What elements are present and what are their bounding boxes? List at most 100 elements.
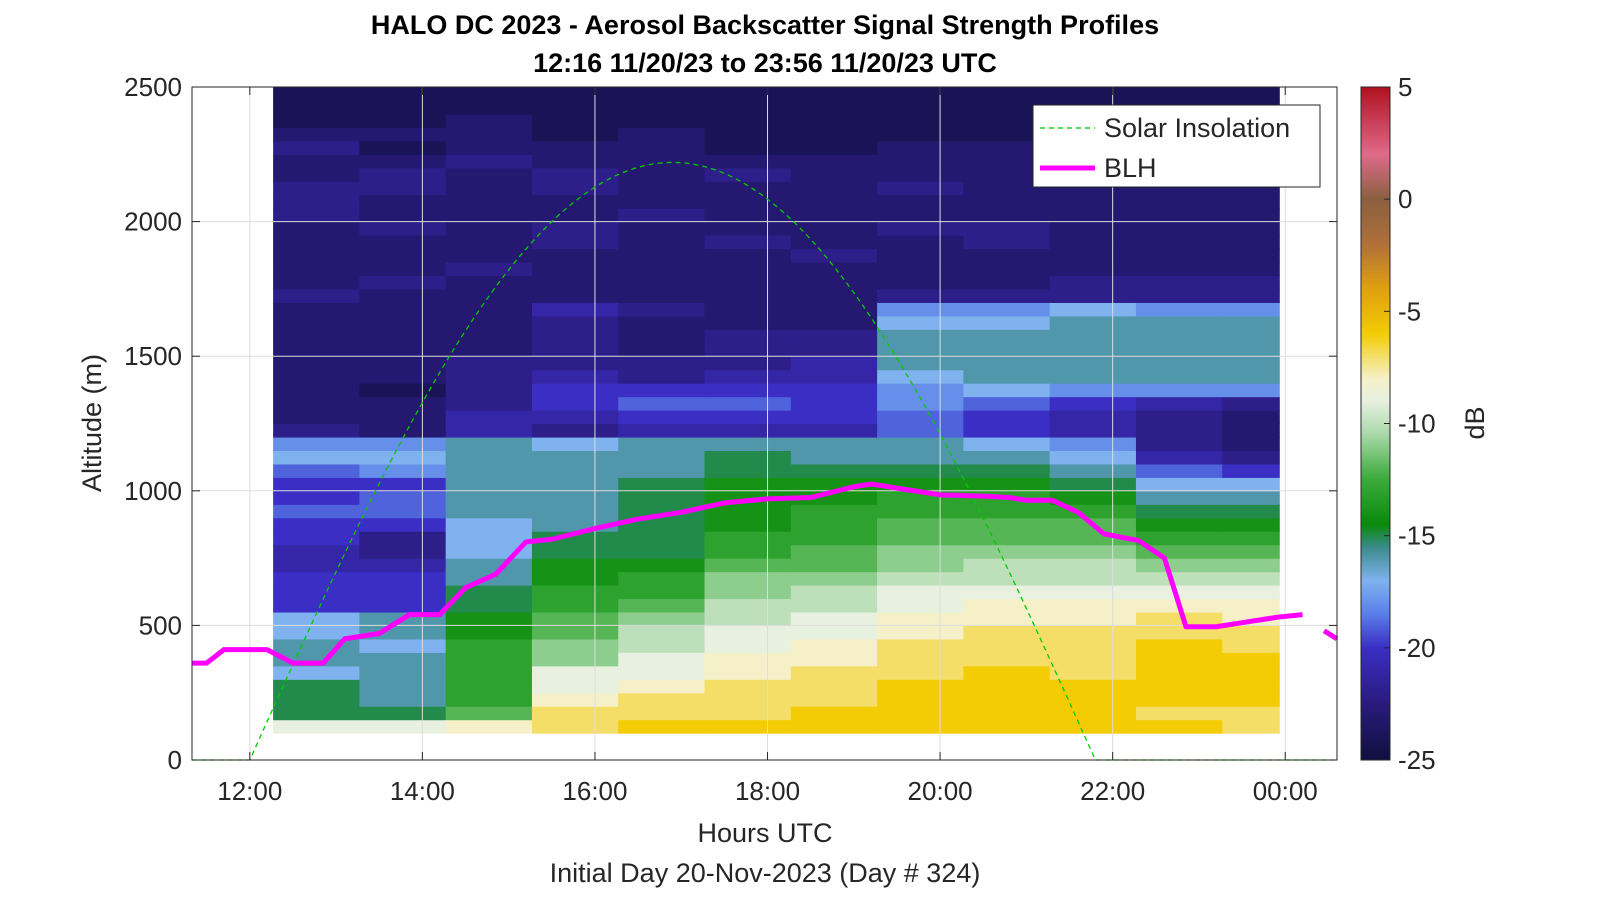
heatmap-cell (1222, 477, 1280, 492)
heatmap-cell (359, 598, 447, 613)
heatmap-cell (877, 611, 964, 626)
heatmap-cell (445, 558, 533, 573)
heatmap-cell (273, 248, 360, 263)
heatmap-cell (273, 436, 360, 452)
heatmap-cell (618, 719, 706, 734)
heatmap-cell (963, 463, 1051, 478)
heatmap-cell (790, 436, 878, 452)
heatmap-cell (790, 221, 878, 236)
heatmap-cell (273, 706, 360, 721)
heatmap-cell (273, 558, 360, 573)
heatmap-cell (273, 585, 360, 600)
heatmap-cell (877, 369, 964, 384)
heatmap-cell (1135, 652, 1223, 667)
heatmap-cell (963, 719, 1051, 734)
heatmap-cell (273, 531, 360, 546)
heatmap-cell (877, 100, 964, 115)
heatmap-cell (618, 167, 706, 182)
heatmap-cell (531, 383, 619, 398)
heatmap-cell (790, 167, 878, 182)
heatmap-cell (1222, 87, 1280, 102)
heatmap-cell (790, 706, 878, 721)
heatmap-cell (704, 113, 792, 128)
heatmap-cell (531, 679, 619, 694)
heatmap-cell (1135, 679, 1223, 694)
heatmap-cell (359, 665, 447, 680)
heatmap-cell (877, 571, 964, 586)
heatmap-cell (963, 517, 1051, 532)
heatmap-cell (1135, 87, 1223, 102)
heatmap-cell (1049, 611, 1137, 626)
heatmap-cell (531, 719, 619, 734)
heatmap-cell (704, 181, 792, 196)
heatmap-cell (963, 625, 1051, 640)
heatmap-cell (877, 181, 964, 196)
heatmap-cell (704, 221, 792, 236)
heatmap-cell (877, 450, 964, 465)
heatmap-cell (963, 154, 1051, 169)
heatmap-cell (531, 315, 619, 330)
heatmap-cell (618, 127, 706, 142)
heatmap-cell (1135, 221, 1223, 236)
heatmap-cell (790, 383, 878, 398)
heatmap-cell (1049, 638, 1137, 653)
heatmap-cell (445, 665, 533, 680)
heatmap-cell (531, 208, 619, 223)
heatmap-cell (877, 127, 964, 142)
heatmap-cell (877, 113, 964, 128)
heatmap-cell (445, 436, 533, 452)
heatmap-cell (1222, 410, 1280, 425)
heatmap-cell (273, 100, 360, 115)
heatmap-cell (1135, 665, 1223, 680)
heatmap-cell (963, 315, 1051, 330)
heatmap-cell (877, 679, 964, 694)
heatmap-cell (618, 87, 706, 102)
heatmap-cell (359, 638, 447, 653)
heatmap-cell (618, 679, 706, 694)
heatmap-cell (704, 127, 792, 142)
heatmap-cell (790, 692, 878, 707)
solar-insolation-series (192, 161, 1337, 761)
heatmap-cell (1135, 275, 1223, 290)
heatmap-cell (1049, 490, 1137, 505)
heatmap-cell (445, 463, 533, 478)
heatmap-cell (963, 288, 1051, 303)
heatmap-cell (1135, 194, 1223, 209)
heatmap-cell (877, 598, 964, 613)
heatmap-cell (618, 315, 706, 330)
heatmap-cell (359, 356, 447, 371)
heatmap-cell (1222, 436, 1280, 452)
heatmap-cell (704, 154, 792, 169)
heatmap-cell (273, 423, 360, 438)
heatmap-cell (531, 288, 619, 303)
heatmap-cell (618, 531, 706, 546)
heatmap-cell (359, 100, 447, 115)
heatmap-cell (618, 598, 706, 613)
heatmap-cell (273, 396, 360, 411)
heatmap-cell (704, 558, 792, 573)
heatmap-cell (359, 531, 447, 546)
heatmap-cell (877, 625, 964, 640)
heatmap-cell (1049, 692, 1137, 707)
heatmap-cell (445, 87, 533, 102)
heatmap-cell (704, 517, 792, 532)
x-axis-ticks: 12:00 14:00 16:00 18:00 20:00 22:00 00:00 (217, 87, 1318, 806)
heatmap-cell (963, 302, 1051, 317)
heatmap-cell (963, 598, 1051, 613)
heatmap-cell (273, 113, 360, 128)
heatmap-cell (790, 87, 878, 102)
heatmap-cell (273, 571, 360, 586)
heatmap-cell (531, 275, 619, 290)
heatmap-cell (1222, 221, 1280, 236)
heatmap-cell (1222, 504, 1280, 519)
heatmap-cell (704, 504, 792, 519)
heatmap-cell (704, 140, 792, 155)
colorbar: 5 0 -5 -10 -15 -20 -25 dB (1360, 72, 1490, 775)
heatmap-cell (704, 100, 792, 115)
heatmap-cell (618, 235, 706, 250)
heatmap-cell (790, 638, 878, 653)
heatmap-cell (1049, 383, 1137, 398)
heatmap-cell (359, 517, 447, 532)
heatmap-cell (273, 208, 360, 223)
heatmap-cell (1049, 329, 1137, 344)
